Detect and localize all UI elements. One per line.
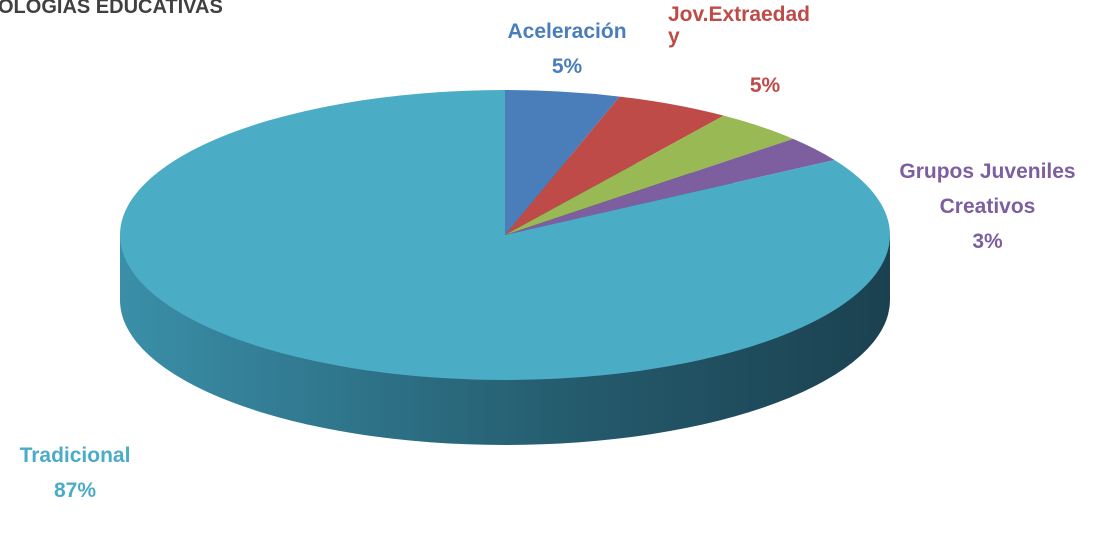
pie-slice (505, 138, 835, 235)
category-label: Jov.Extraedad y (668, 3, 811, 48)
data-label: Tradicional 87% (0, 438, 150, 508)
category-label: Tradicional (19, 444, 131, 467)
pie-slice (505, 90, 620, 235)
data-label: Jov.Extraedad y 5% (668, 3, 818, 98)
category-label: Aceleración (507, 20, 627, 43)
pie-slice (505, 115, 794, 235)
chart-title: OLOGIAS EDUCATIVAS (0, 0, 223, 18)
pie-slice (505, 96, 724, 235)
value-label: 5% (749, 74, 781, 97)
data-label: Aceleración 5% (487, 14, 647, 84)
value-label: 87% (53, 479, 97, 502)
value-label: 3% (972, 230, 1003, 253)
category-label: Grupos Juveniles Creativos (899, 160, 1076, 218)
pie-slice (119, 90, 890, 380)
data-label: Grupos Juveniles Creativos 3% (880, 154, 1095, 259)
value-label: 5% (551, 55, 583, 78)
